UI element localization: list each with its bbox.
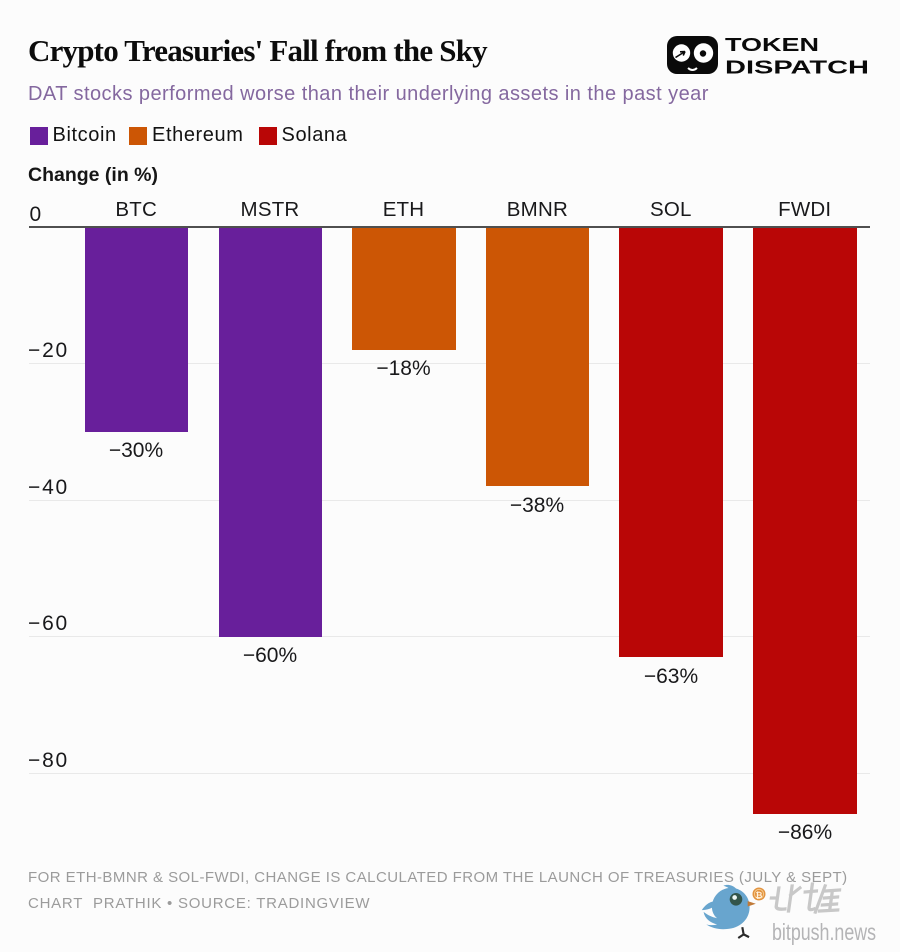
svg-text:₿: ₿ [756, 890, 763, 900]
svg-text:bitpush.news: bitpush.news [772, 919, 876, 945]
svg-text:DISPATCH: DISPATCH [725, 56, 869, 77]
svg-text:TOKEN: TOKEN [725, 35, 819, 55]
